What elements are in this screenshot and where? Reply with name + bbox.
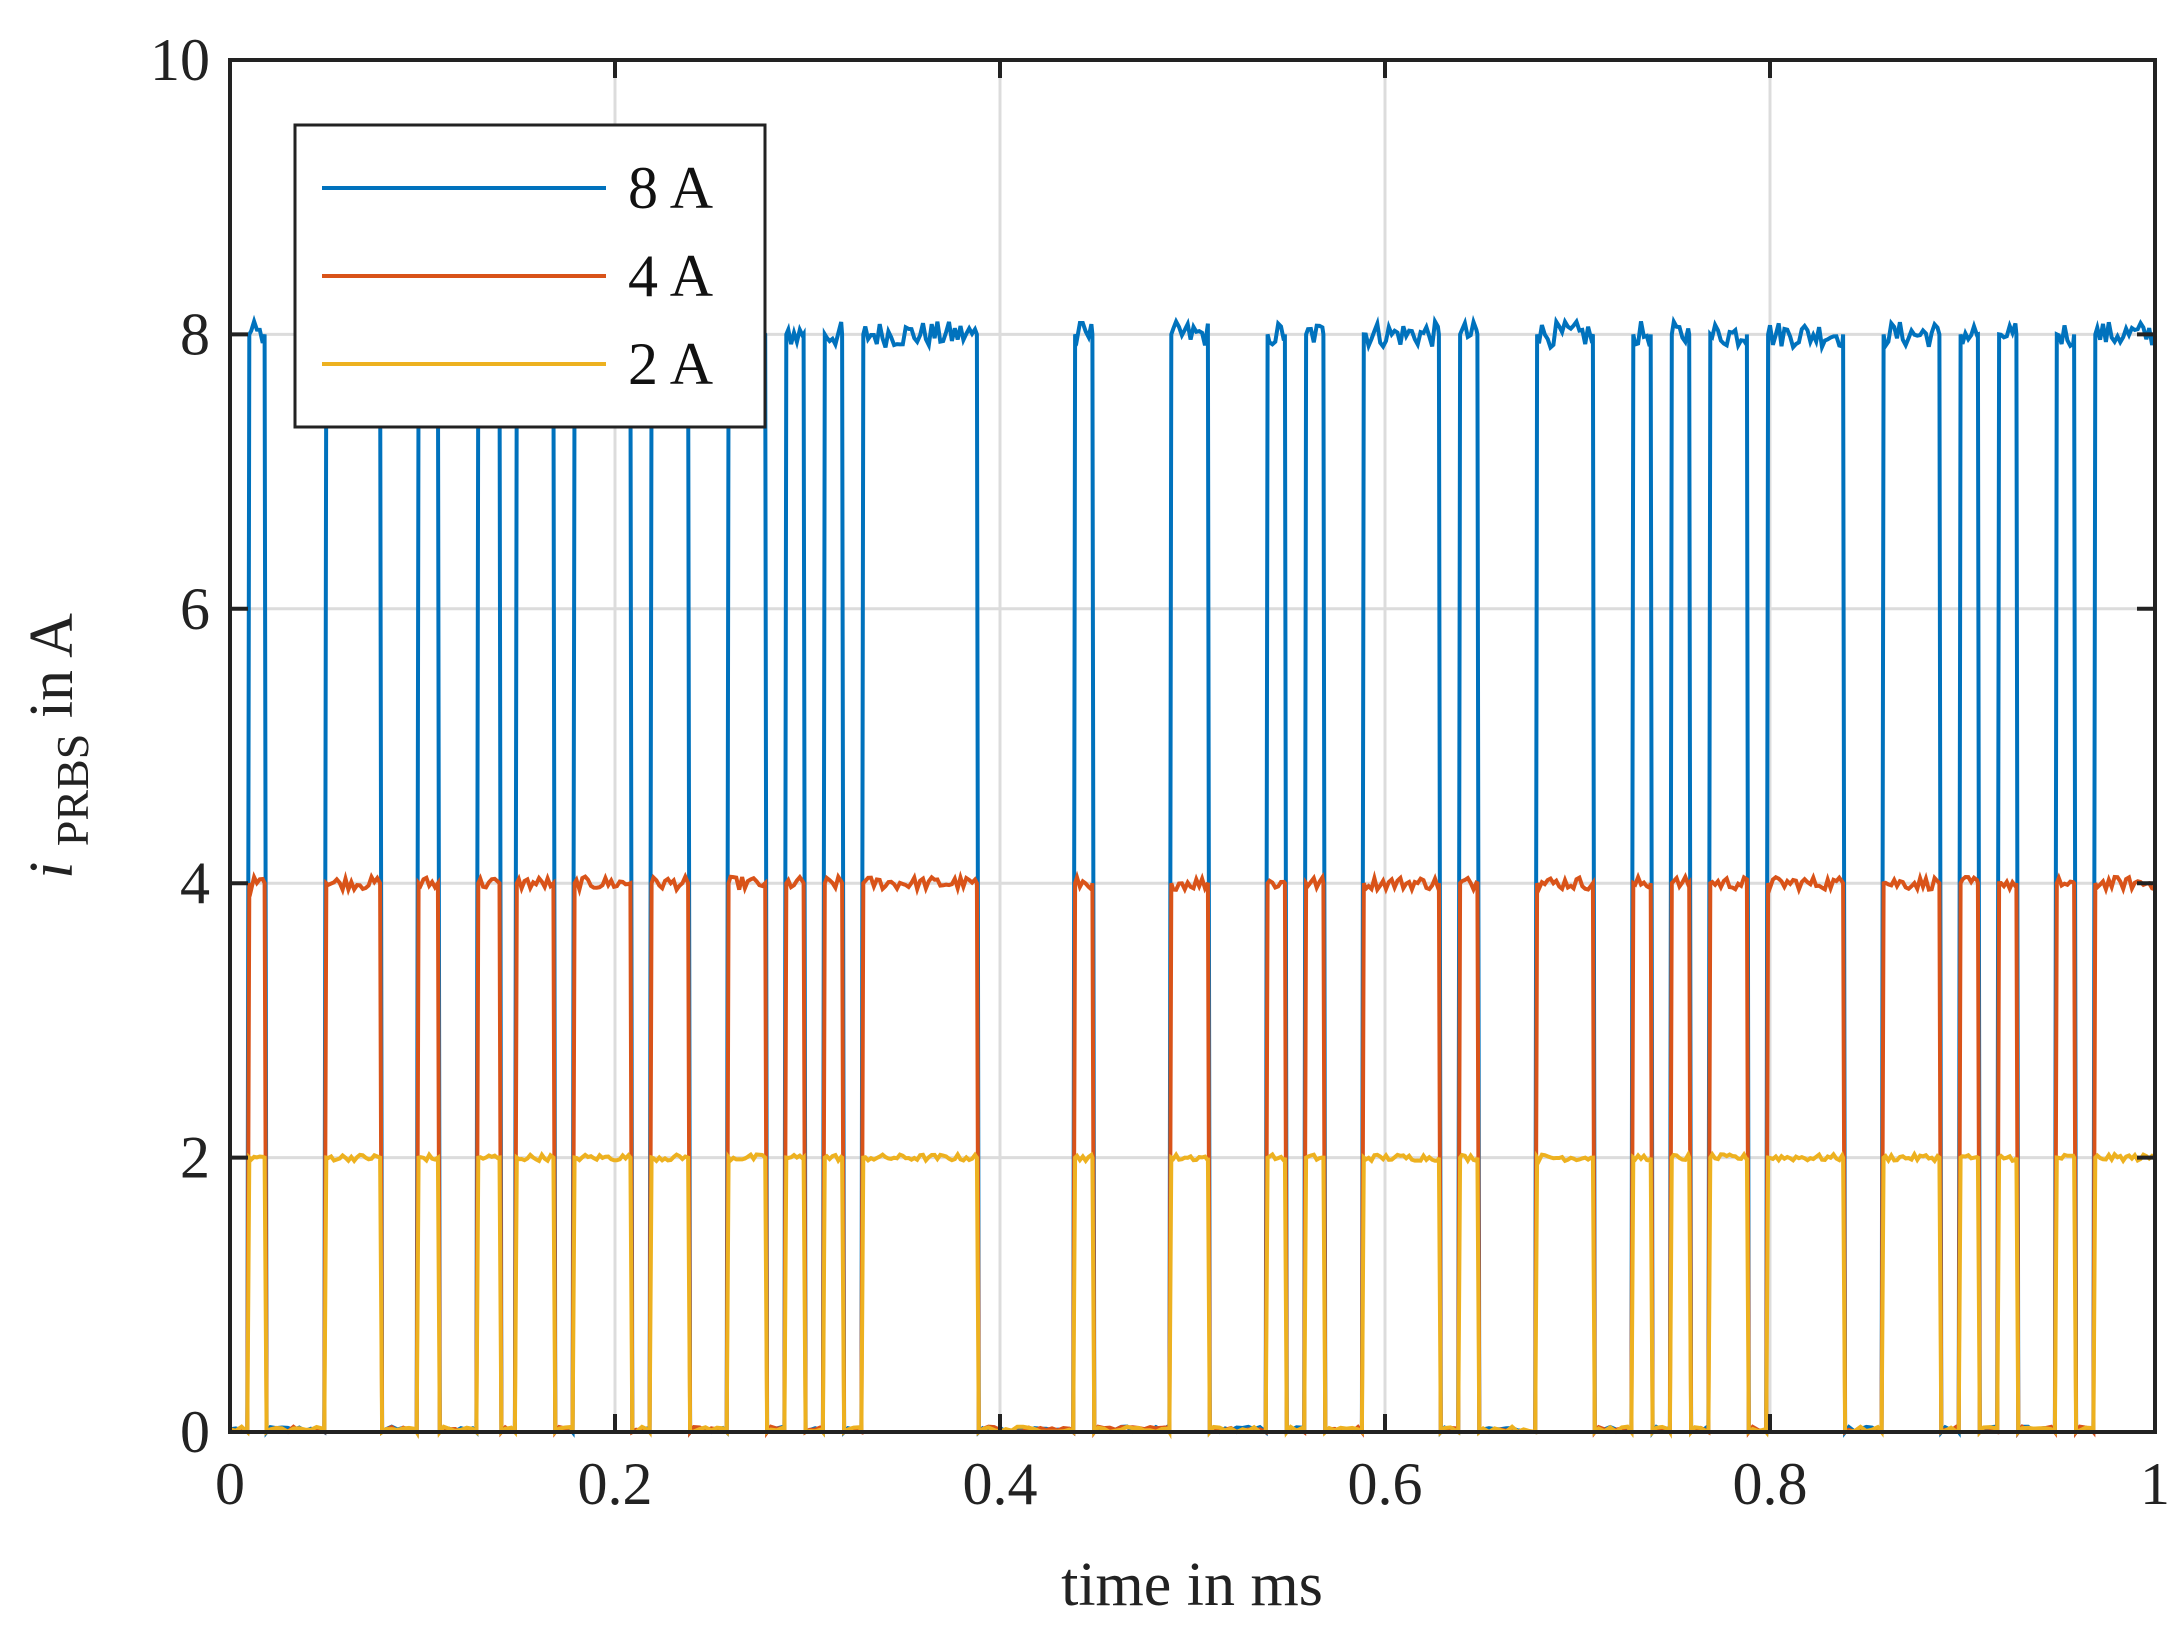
y-tick-label: 0 [180,1399,210,1465]
plot-frame [228,58,2157,1434]
y-tick-label: 8 [180,301,210,367]
legend: 8 A 4 A 2 A [293,123,767,429]
y-tick-label: 2 [180,1125,210,1191]
y-axis-title: i PRBS in A [18,613,102,879]
y-axis-title-main: i [18,862,86,879]
x-tick-label: 0.4 [963,1451,1038,1517]
legend-label: 4 A [628,243,713,309]
x-tick-label: 0.8 [1733,1451,1808,1517]
y-axis-title-subscript: PRBS [47,734,98,847]
x-tick-label: 0.6 [1348,1451,1423,1517]
y-tick-label: 4 [180,850,210,916]
x-tick-label: 0 [215,1451,245,1517]
y-axis-title-suffix: in A [18,613,86,718]
y-tick-label: 10 [150,27,210,93]
y-tick-label: 6 [180,576,210,642]
legend-label: 8 A [628,155,713,221]
x-tick-label: 0.2 [578,1451,653,1517]
x-tick-label: 1 [2140,1451,2170,1517]
x-axis-title: time in ms [1061,1551,1323,1619]
legend-label: 2 A [628,331,713,397]
